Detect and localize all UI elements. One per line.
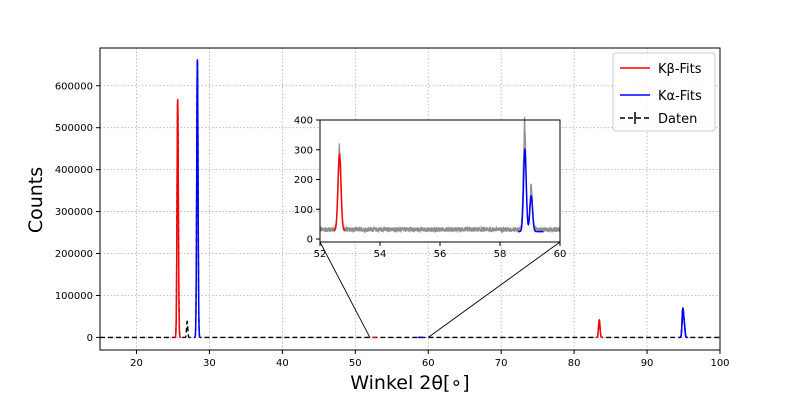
- inset-fit-kalpha: [518, 147, 544, 233]
- zoom-line-right: [427, 241, 561, 338]
- legend: Kβ-Fits Kα-Fits Daten: [612, 52, 716, 132]
- inset-x-tick-label: 58: [494, 249, 507, 260]
- fit-peak: [595, 318, 603, 339]
- inset-series-daten: [319, 116, 561, 234]
- main-ticks: 20 30 40 50 60 70 80 90 100 0 100000 200000 300000 40…: [55, 81, 730, 369]
- series-kalpha-fits: [194, 59, 688, 339]
- inset-y-tick-label: 100: [294, 205, 313, 216]
- x-tick-label: 80: [568, 358, 581, 369]
- y-tick-label: 100000: [55, 291, 93, 302]
- inset-x-tick-label: 52: [314, 249, 327, 260]
- x-axis-label: Winkel 2θ[∘]: [350, 372, 469, 394]
- inset-y-tick-label: 300: [294, 145, 313, 156]
- main-series: [100, 59, 720, 339]
- main-plot-frame: [99, 47, 721, 351]
- inset-chart: 52 54 56 58 60 0 100 200 300 400: [294, 116, 566, 261]
- y-tick-label: 200000: [55, 249, 93, 260]
- inset-plot-frame: [319, 119, 561, 243]
- x-tick-label: 20: [130, 358, 143, 369]
- x-tick-label: 70: [495, 358, 508, 369]
- legend-kalpha-label: Kα-Fits: [658, 89, 702, 104]
- x-tick-label: 60: [422, 358, 435, 369]
- x-tick-label: 30: [203, 358, 216, 369]
- inset-y-tick-label: 0: [307, 235, 313, 246]
- legend-kbeta-label: Kβ-Fits: [658, 62, 702, 77]
- zoom-line-left: [319, 241, 371, 338]
- inset-x-tick-label: 56: [434, 249, 447, 260]
- x-tick-label: 50: [349, 358, 362, 369]
- y-tick-label: 400000: [55, 165, 93, 176]
- inset-y-tick-label: 200: [294, 175, 313, 186]
- y-axis-label: Counts: [25, 167, 47, 233]
- y-tick-label: 600000: [55, 81, 93, 92]
- legend-daten-label: Daten: [658, 112, 697, 127]
- inset-background: [320, 120, 560, 242]
- inset-series: [319, 116, 561, 234]
- series-kbeta-fits: [174, 99, 603, 339]
- inset-ticks: 52 54 56 58 60 0 100 200 300 400: [294, 116, 566, 261]
- y-tick-label: 0: [87, 333, 93, 344]
- fit-peak: [680, 307, 688, 339]
- inset-x-tick-label: 60: [554, 249, 567, 260]
- legend-box: [612, 52, 716, 132]
- series-daten: [100, 60, 720, 339]
- y-tick-label: 500000: [55, 123, 93, 134]
- x-tick-label: 40: [276, 358, 289, 369]
- inset-fit-kbeta: [333, 152, 346, 232]
- fit-peak: [194, 59, 201, 339]
- x-tick-label: 100: [710, 358, 729, 369]
- inset-x-tick-label: 54: [374, 249, 387, 260]
- inset-y-tick-label: 400: [294, 116, 313, 127]
- fit-peak: [174, 99, 182, 339]
- y-tick-label: 300000: [55, 207, 93, 218]
- x-tick-label: 90: [641, 358, 654, 369]
- zoom-connector-lines: [319, 241, 561, 338]
